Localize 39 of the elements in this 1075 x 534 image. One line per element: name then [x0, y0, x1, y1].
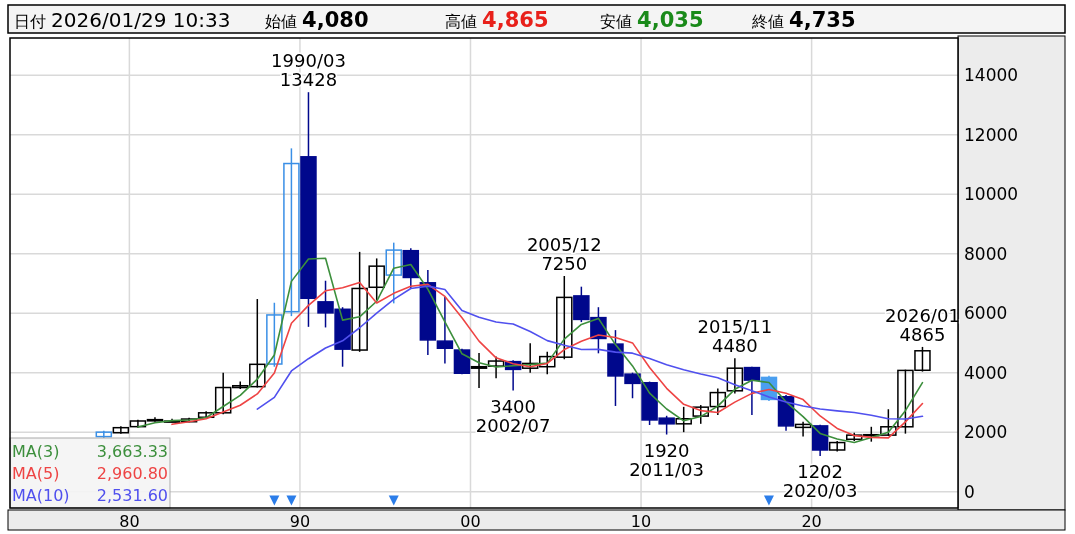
x-tick-label: 10	[630, 512, 652, 531]
annotation: 2015/11 4480	[697, 316, 773, 357]
text: 安値 4,035	[600, 8, 704, 32]
chart-title: 日付 2026/01/29 10:33	[14, 8, 231, 32]
y-tick-label: 6000	[964, 303, 1008, 324]
candlestick	[249, 298, 266, 389]
annotation: 1920 2011/03	[629, 439, 705, 480]
x-tick-label: 80	[119, 512, 140, 531]
text: MA(5) 2,960.80	[12, 464, 168, 483]
annotation: 1990/03 13428	[271, 50, 346, 91]
candlestick	[385, 241, 402, 305]
x-tick-label: 90	[289, 512, 311, 531]
text: 終値 4,735	[751, 8, 856, 32]
candlestick	[794, 420, 812, 438]
annotation: 1202 2020/03	[782, 460, 858, 501]
text: MA(3) 3,663.33	[12, 442, 168, 461]
y-tick-label: 0	[964, 481, 975, 502]
text: 始値 4,080	[265, 8, 369, 32]
y-tick-label: 8000	[964, 243, 1008, 264]
candlestick	[556, 275, 573, 361]
x-tick-label: 00	[460, 512, 481, 531]
candlestick	[368, 257, 385, 301]
text: 高値 4,865	[445, 8, 549, 32]
y-tick-label: 10000	[964, 184, 1019, 205]
annotation: 3400 2002/07	[475, 395, 551, 436]
candlestick	[726, 357, 744, 395]
candlestick	[283, 147, 300, 317]
candlestick	[351, 251, 368, 353]
y-tick-label: 2000	[964, 422, 1008, 443]
candlestick	[266, 302, 283, 368]
y-tick-label: 14000	[964, 65, 1019, 86]
y-tick-label: 12000	[964, 124, 1019, 145]
x-tick-label: 20	[801, 512, 822, 531]
candlestick	[743, 365, 761, 416]
y-tick-label: 4000	[964, 362, 1008, 383]
candlestick	[112, 425, 130, 435]
annotation: 2005/12 7250	[526, 233, 602, 274]
text: MA(10) 2,531.60	[12, 486, 168, 505]
candlestick	[675, 406, 692, 433]
